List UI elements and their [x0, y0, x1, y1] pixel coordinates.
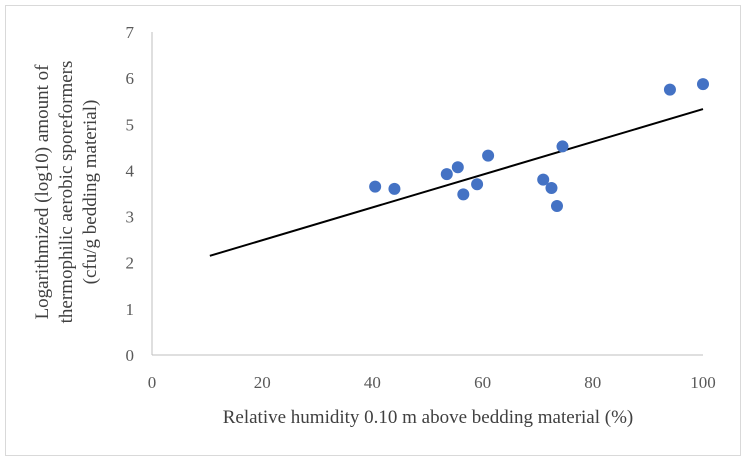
data-point	[369, 180, 382, 193]
x-axis-label: Relative humidity 0.10 m above bedding m…	[223, 407, 634, 428]
x-tick-label: 0	[148, 373, 157, 392]
data-point	[482, 149, 495, 162]
y-tick-label: 7	[126, 23, 135, 42]
y-axis-label-line-1: Logarithmized (log10) amount of	[32, 64, 53, 320]
data-point	[556, 140, 569, 153]
y-tick-label: 1	[126, 300, 135, 319]
y-tick-label: 3	[126, 208, 135, 227]
y-tick-label: 6	[126, 69, 135, 88]
data-point	[537, 173, 550, 186]
x-tick-label: 100	[690, 373, 716, 392]
data-point	[471, 178, 484, 191]
data-point	[440, 168, 453, 181]
data-point	[388, 182, 401, 195]
x-tick-label: 20	[254, 373, 271, 392]
x-tick-label: 60	[474, 373, 491, 392]
trendline	[209, 108, 704, 257]
data-point	[550, 199, 563, 212]
data-point	[663, 83, 676, 96]
y-axis-label-line-2: thermophilic aerobic sporeformers	[56, 61, 77, 324]
y-tick-label: 4	[126, 161, 135, 180]
data-point	[697, 78, 709, 91]
chart-frame	[5, 5, 741, 456]
y-tick-label: 5	[126, 115, 135, 134]
data-point	[545, 181, 558, 194]
y-axis-label-line-3: (cfu/g bedding material)	[80, 100, 101, 285]
y-tick-label: 2	[126, 254, 135, 273]
x-tick-label: 80	[584, 373, 601, 392]
data-point	[451, 161, 464, 174]
x-tick-label: 40	[364, 373, 381, 392]
data-point	[457, 188, 470, 201]
y-tick-label: 0	[126, 346, 135, 365]
